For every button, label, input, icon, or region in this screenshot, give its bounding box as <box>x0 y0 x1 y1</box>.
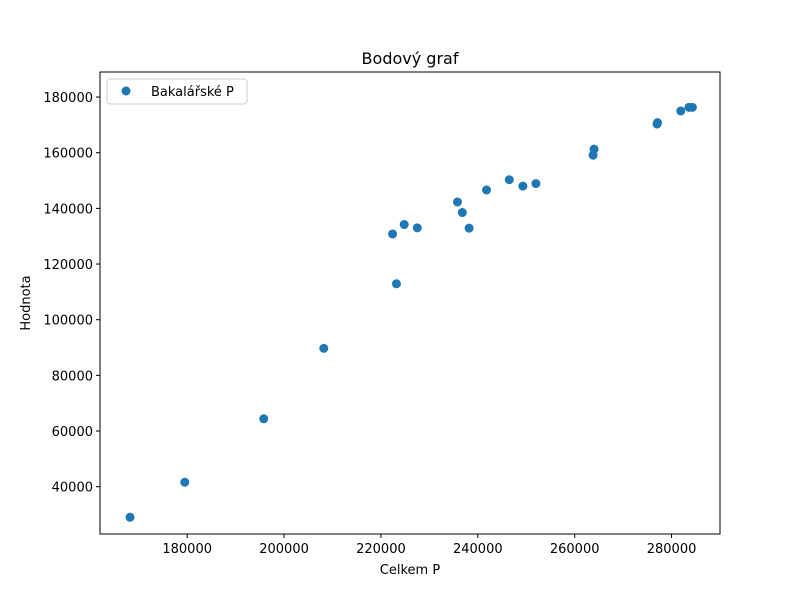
x-tick-label: 260000 <box>550 542 600 557</box>
data-point <box>457 208 467 218</box>
x-axis-ticks: 180000 200000 220000 240000 260000 280000 <box>162 534 696 557</box>
data-point <box>180 477 190 487</box>
y-tick-label: 160000 <box>43 147 93 162</box>
data-point <box>687 102 697 112</box>
y-axis-ticks: 40000 60000 80000 100000 120000 140000 160000 1… <box>43 91 100 496</box>
x-tick-label: 180000 <box>162 542 212 557</box>
legend-box <box>106 78 248 105</box>
data-point <box>412 223 422 233</box>
x-tick-label: 200000 <box>259 542 309 557</box>
data-point <box>589 144 599 154</box>
data-point <box>504 175 514 185</box>
chart-title: Bodový graf <box>362 49 459 68</box>
y-tick-label: 120000 <box>43 258 93 273</box>
data-point <box>125 512 135 522</box>
plot-area-frame <box>99 71 721 535</box>
x-tick-label: 220000 <box>356 542 406 557</box>
data-point <box>653 118 663 128</box>
data-point <box>464 223 474 233</box>
x-axis-label: Celkem P <box>380 563 441 578</box>
data-point <box>676 106 686 116</box>
data-point <box>259 414 269 424</box>
data-point <box>518 181 528 191</box>
data-point <box>388 229 398 239</box>
data-point <box>531 179 541 189</box>
data-point <box>482 185 492 195</box>
legend-marker <box>121 86 131 96</box>
y-axis-label: Hodnota <box>19 275 34 330</box>
legend: Bakalářské P <box>106 78 248 105</box>
y-tick-label: 60000 <box>52 425 93 440</box>
x-tick-label: 240000 <box>453 542 503 557</box>
legend-label: Bakalářské P <box>151 85 234 100</box>
data-point <box>319 343 329 353</box>
y-tick-label: 40000 <box>52 481 93 496</box>
y-tick-label: 100000 <box>43 314 93 329</box>
data-point <box>452 197 462 207</box>
x-tick-label: 280000 <box>647 542 697 557</box>
y-tick-label: 140000 <box>43 202 93 217</box>
data-point <box>391 279 401 289</box>
data-points <box>125 102 697 522</box>
data-point <box>399 220 409 230</box>
y-tick-label: 80000 <box>52 369 93 384</box>
y-tick-label: 180000 <box>43 91 93 106</box>
